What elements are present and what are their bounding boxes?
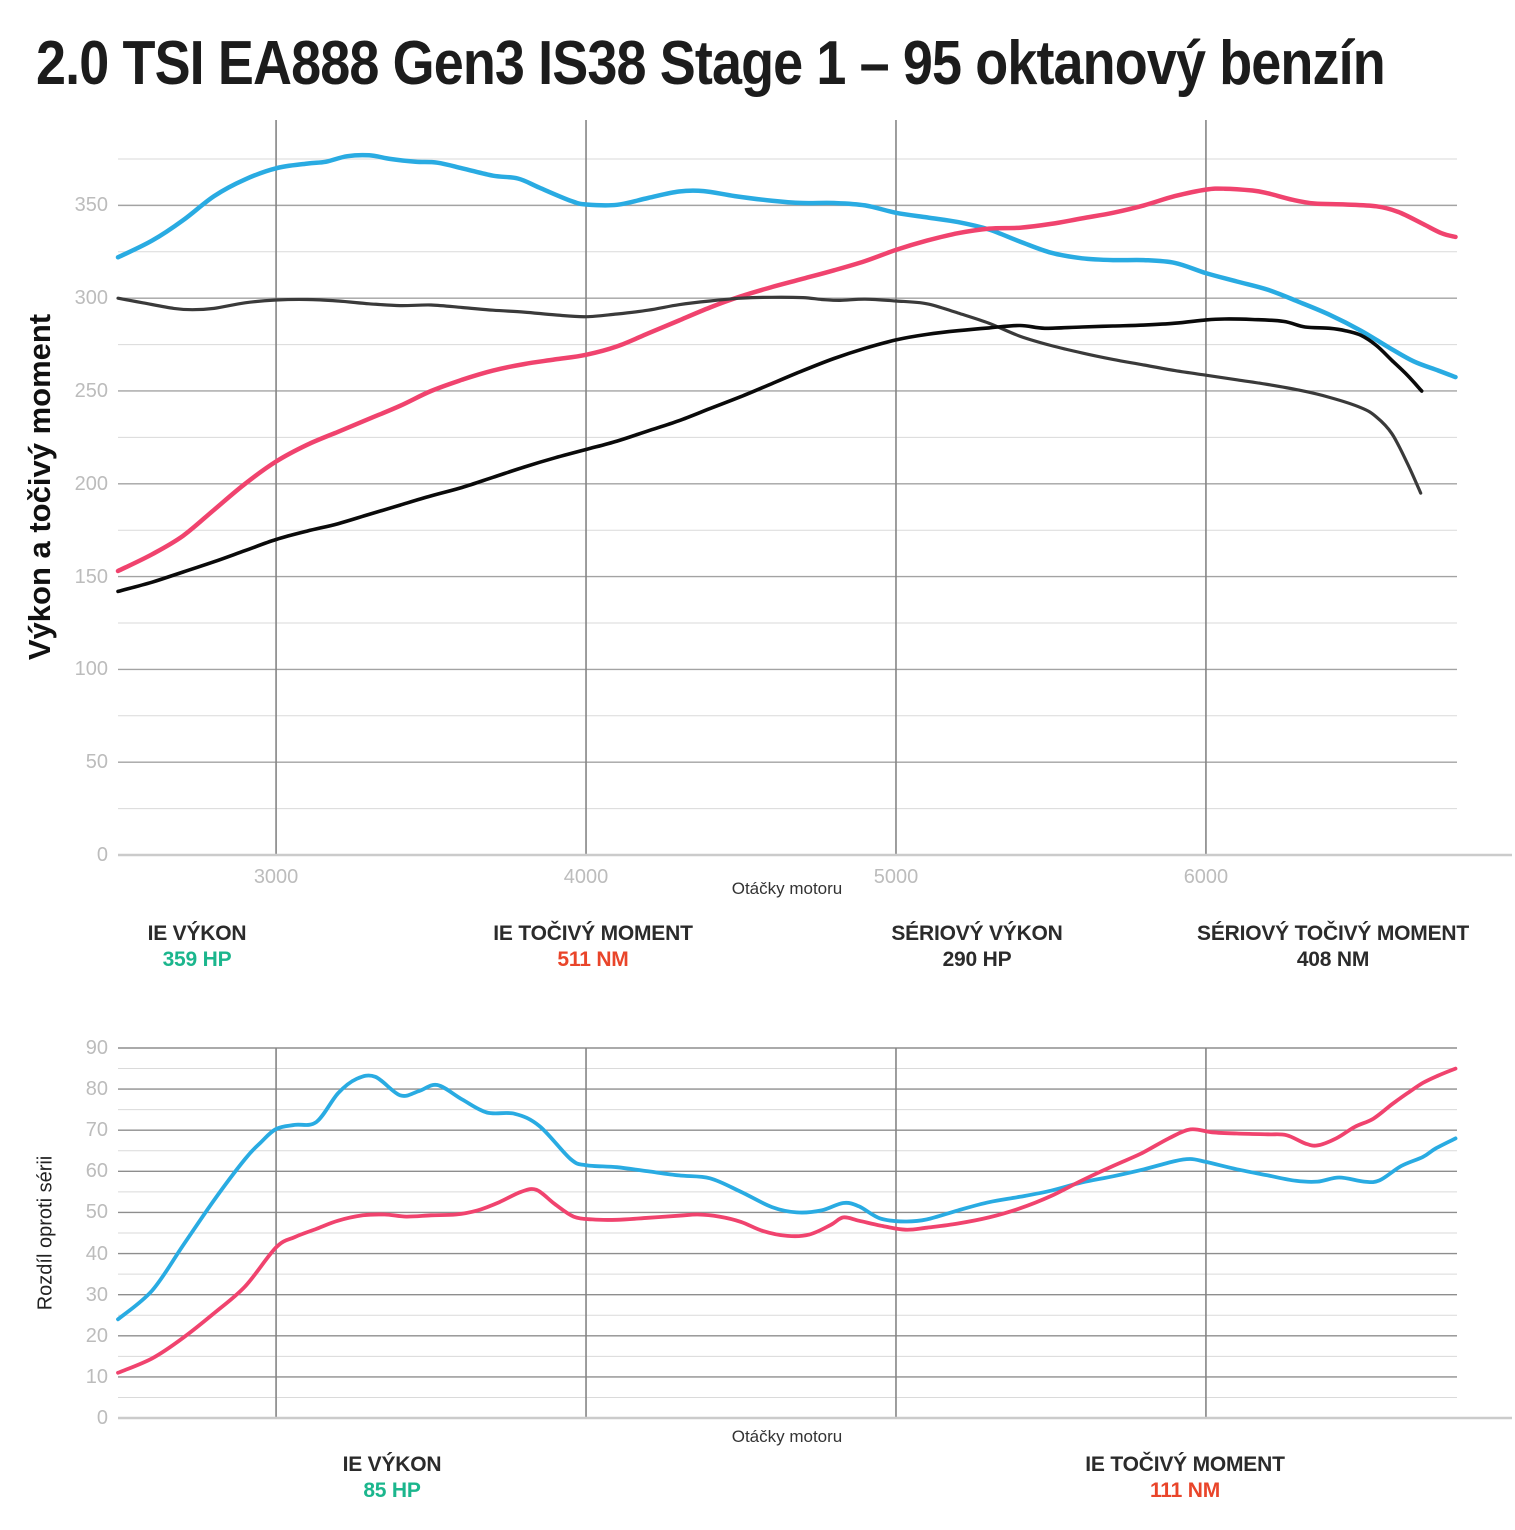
series-rozdil-tocivy-moment	[116, 1073, 1458, 1322]
legend-label: IE TOČIVÝ MOMENT	[1085, 1453, 1285, 1476]
series-ie-tocivy-moment	[115, 152, 1458, 380]
x-tick-label: 4000	[563, 866, 609, 888]
y-tick-label: 50	[85, 1201, 108, 1224]
y-tick-label: 80	[85, 1078, 108, 1101]
legend-item-seriovy-tocivy-moment: SÉRIOVÝ TOČIVÝ MOMENT 408 NM	[1113, 921, 1515, 973]
y-tick-label: 0	[96, 1407, 108, 1429]
series-rozdil-vykon	[116, 1066, 1458, 1375]
legend-label: IE VÝKON	[147, 922, 247, 945]
diff-x-axis-label: Otáčky motoru	[731, 1427, 843, 1446]
legend-label: IE VÝKON	[342, 1453, 442, 1476]
legend-value: 290 HP	[942, 948, 1012, 971]
page-title: 2.0 TSI EA888 Gen3 IS38 Stage 1 – 95 okt…	[36, 29, 1386, 98]
y-tick-label: 90	[85, 1037, 108, 1059]
legend-value: 511 NM	[557, 948, 629, 971]
y-tick-label: 30	[85, 1283, 108, 1306]
legend-item-diff-ie-tocivy-moment: IE TOČIVÝ MOMENT 111 NM	[965, 1452, 1405, 1504]
y-tick-label: 100	[74, 658, 108, 681]
y-tick-label: 60	[85, 1160, 108, 1183]
y-tick-label: 70	[85, 1119, 108, 1142]
legend-value: 359 HP	[162, 948, 232, 971]
legend-item-ie-vykon: IE VÝKON 359 HP	[0, 921, 417, 973]
legend-item-diff-ie-vykon: IE VÝKON 85 HP	[172, 1452, 612, 1504]
y-tick-label: 20	[85, 1324, 108, 1347]
main-x-axis-label: Otáčky motoru	[731, 879, 843, 898]
legend-item-ie-tocivy-moment: IE TOČIVÝ MOMENT 511 NM	[373, 921, 813, 973]
series-seriovy-tocivy-moment	[116, 295, 1423, 495]
y-tick-label: 40	[85, 1242, 108, 1265]
y-tick-label: 300	[74, 287, 108, 310]
y-tick-label: 50	[85, 751, 108, 774]
series-ie-vykon	[115, 186, 1458, 574]
legend-label: IE TOČIVÝ MOMENT	[493, 922, 693, 945]
legend-value: 408 NM	[1296, 948, 1370, 971]
y-tick-label: 250	[74, 379, 108, 402]
legend-value: 85 HP	[363, 1479, 421, 1502]
x-tick-label: 5000	[873, 866, 919, 888]
x-tick-label: 6000	[1183, 866, 1229, 888]
y-tick-label: 0	[96, 844, 108, 866]
y-tick-label: 200	[74, 472, 108, 495]
legend-value: 111 NM	[1149, 1479, 1220, 1502]
legend-label: SÉRIOVÝ VÝKON	[891, 922, 1063, 945]
y-tick-label: 350	[74, 194, 108, 217]
y-tick-label: 10	[85, 1365, 108, 1388]
y-tick-label: 150	[74, 565, 108, 588]
x-tick-label: 3000	[253, 866, 299, 888]
series-seriovy-vykon	[116, 317, 1424, 594]
legend-item-seriovy-vykon: SÉRIOVÝ VÝKON 290 HP	[757, 921, 1197, 973]
legend-label: SÉRIOVÝ TOČIVÝ MOMENT	[1197, 922, 1469, 945]
